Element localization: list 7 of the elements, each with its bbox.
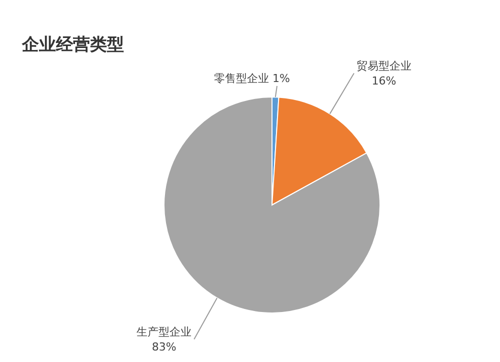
data-label: 83% [152,340,176,354]
slice-label: 生产型企业 [136,325,192,338]
slice-label: 零售型企业 [214,72,270,85]
data-label: 16% [372,74,396,88]
data-label: 1% [272,72,290,85]
chart-title: 企业经营类型 [21,35,124,55]
slice-label: 贸易型企业 [356,59,412,72]
